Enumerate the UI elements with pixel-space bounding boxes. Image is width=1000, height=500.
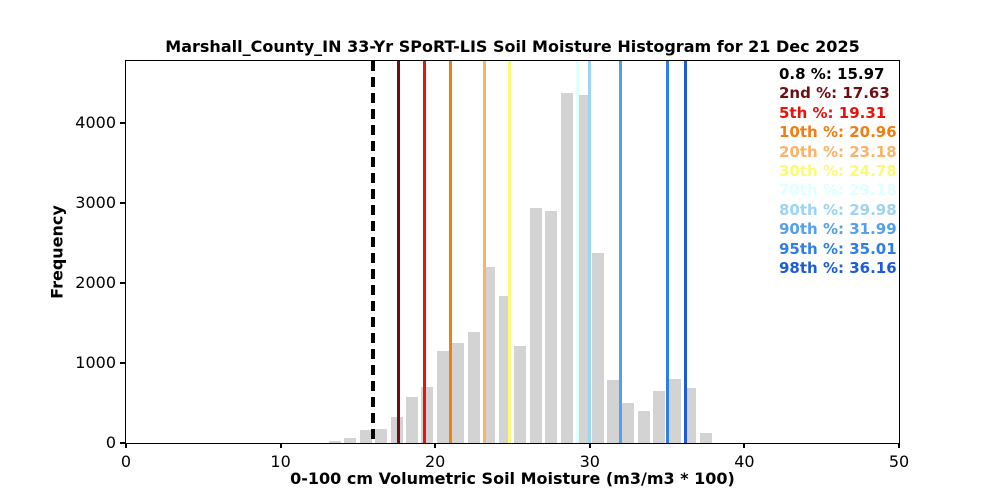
histogram-bar [699,433,712,443]
histogram-bar [483,267,496,443]
histogram-bar [467,331,480,443]
percentile-line-2nd [397,61,401,443]
plot-area: 0 10 20 30 40 50 0 1000 2000 3000 4000 0.8 %: 15.97… [75,60,909,471]
percentile-line-10th [448,61,452,443]
percentile-line-70th [575,61,579,443]
histogram-bar [622,403,635,443]
x-tick-mark [279,443,282,448]
y-tick-label: 0 [105,433,116,452]
y-tick-mark [120,442,125,444]
y-tick-mark [120,202,125,204]
percentile-line-5th [423,61,427,443]
y-tick-mark [120,122,125,124]
percentile-line-98th [683,61,687,443]
legend-item-80th: 80th %: 29.98 [779,200,897,219]
percentile-line-80th [587,61,591,443]
legend-item-95th: 95th %: 35.01 [779,239,897,258]
legend-item-10th: 10th %: 20.96 [779,123,897,142]
x-axis-label: 0-100 cm Volumetric Soil Moisture (m3/m3… [290,469,735,488]
legend-item-0.8: 0.8 %: 15.97 [779,65,885,83]
y-tick-label: 1000 [75,353,116,372]
x-tick-label: 0 [120,452,132,471]
y-tick-label: 3000 [75,193,116,212]
histogram-bar [591,253,604,443]
y-tick-label: 4000 [75,113,116,132]
percentile-legend: 0.8 %: 15.97 2nd %: 17.63 5th %: 19.31 10th… [779,65,897,278]
legend-item-2nd: 2nd %: 17.63 [779,84,890,103]
legend-item-98th: 98th %: 36.16 [779,259,897,278]
histogram-bar [344,438,357,443]
y-tick-mark [120,282,125,284]
x-tick-label: 40 [734,452,755,471]
legend-item-70th: 70th %: 29.18 [779,181,897,200]
percentile-line-0.8 [371,61,375,443]
legend-item-5th: 5th %: 19.31 [779,103,887,122]
x-tick-mark [434,443,437,448]
x-tick-mark [898,443,900,448]
histogram-bar [529,207,542,443]
x-tick-label: 30 [579,452,600,471]
histogram-bar [653,391,666,443]
y-tick-label: 2000 [75,273,116,292]
x-tick-mark [588,443,591,448]
percentile-line-95th [665,61,669,443]
histogram-bar [684,387,697,443]
histogram-bar [560,92,573,443]
histogram-bar [405,397,419,443]
x-tick-mark [125,443,127,448]
histogram-bar [606,379,619,443]
histogram-bar [452,343,465,443]
histogram-bar [328,441,341,443]
x-tick-mark [743,443,746,448]
x-tick-label: 20 [425,452,446,471]
legend-item-20th: 20th %: 23.18 [779,142,897,161]
histogram-bar [637,411,650,443]
histogram-bar [359,430,372,443]
histogram-bar [436,351,449,443]
legend-item-90th: 90th %: 31.99 [779,220,897,239]
histogram-bar [668,379,681,443]
percentile-line-30th [507,61,511,443]
histogram-bar [375,429,388,443]
y-tick-mark [120,362,125,364]
histogram-bar [514,346,527,443]
histogram-bar [545,211,558,443]
histogram-bar [576,95,589,443]
percentile-line-90th [619,61,623,443]
x-tick-label: 10 [270,452,291,471]
chart-title: Marshall_County_IN 33-Yr SPoRT-LIS Soil … [165,37,860,56]
percentile-line-20th [482,61,486,443]
x-tick-label: 50 [888,452,910,471]
legend-item-30th: 30th %: 24.78 [779,162,897,181]
